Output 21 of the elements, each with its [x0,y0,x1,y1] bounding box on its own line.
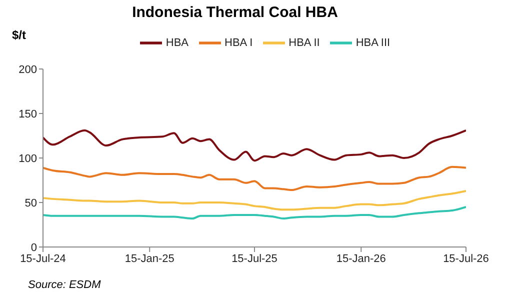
x-tick-label: 15-Jan-25 [124,252,174,265]
line-series [43,129,466,162]
legend-label: HBA III [356,36,390,49]
legend-label: HBA [166,36,189,49]
source-note: Source: ESDM [28,279,101,291]
x-tick-label: 15-Jul-26 [443,252,489,265]
y-axis-title: $/t [12,28,26,42]
x-tick-label: 15-Jul-24 [20,252,66,265]
y-tick-label: 50 [24,197,37,210]
legend-label: HBA II [288,36,320,49]
y-tick-label: 100 [18,152,37,165]
x-tick-label: 15-Jan-26 [336,252,386,265]
chart-title: Indonesia Thermal Coal HBA [131,4,339,21]
line-series [43,206,466,220]
legend-label: HBA I [224,36,253,49]
line-series [43,190,466,211]
y-tick-label: 150 [18,108,37,120]
x-tick-label: 15-Jul-25 [232,252,278,265]
y-tick-label: 200 [18,64,37,76]
line-series [43,166,466,192]
y-tick-label: 0 [30,242,37,254]
